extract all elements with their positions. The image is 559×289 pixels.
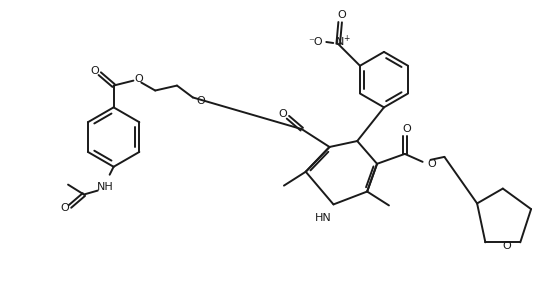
Text: O: O <box>402 124 411 134</box>
Text: O: O <box>197 97 206 106</box>
Text: ⁻O: ⁻O <box>308 37 323 47</box>
Text: O: O <box>503 241 511 251</box>
Text: O: O <box>428 159 437 169</box>
Text: O: O <box>134 74 143 84</box>
Text: N: N <box>336 37 344 47</box>
Text: O: O <box>61 203 69 213</box>
Text: O: O <box>91 66 99 76</box>
Text: HN: HN <box>315 213 332 223</box>
Text: O: O <box>278 109 287 119</box>
Text: NH: NH <box>97 181 114 192</box>
Text: +: + <box>343 34 349 42</box>
Text: O: O <box>338 10 347 20</box>
